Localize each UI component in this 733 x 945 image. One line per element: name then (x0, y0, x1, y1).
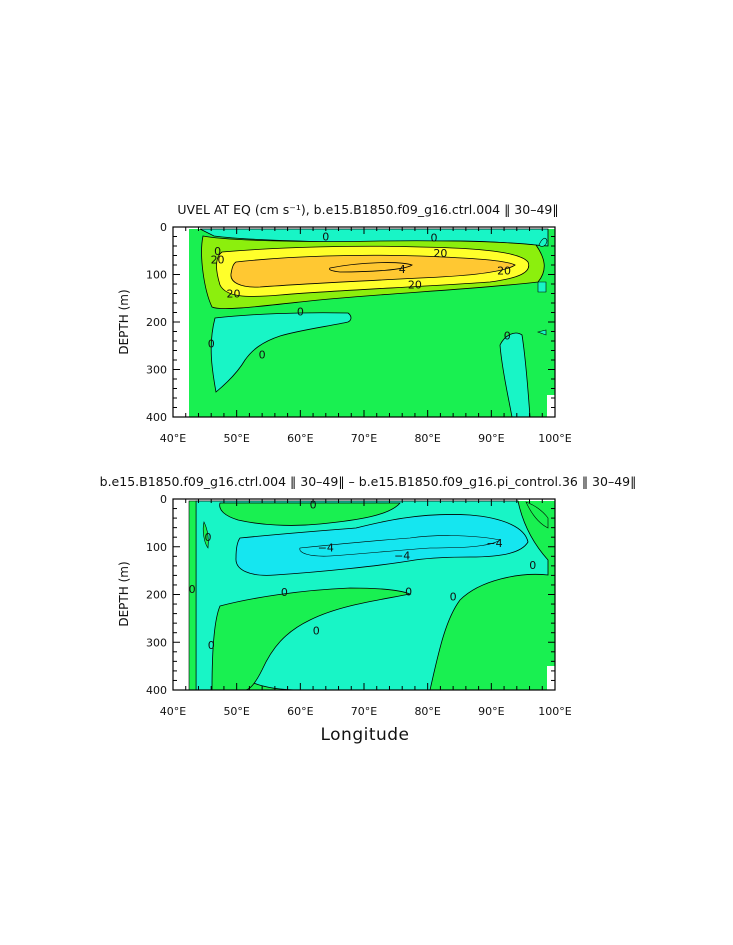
x-tick-label: 70°E (351, 432, 377, 445)
x-tick-label: 100°E (538, 705, 571, 718)
panel-2-axis-ticks (172, 498, 556, 691)
y-tick-label: 300 (146, 636, 167, 649)
panel-1-contour-core (329, 262, 413, 273)
contour-label: 20 (497, 265, 511, 278)
panel-2-contour-minus4-inner (299, 535, 501, 557)
panel-1-subsurface-negative (210, 312, 352, 393)
panel-1-east-blob (538, 237, 548, 247)
contour-label: 0 (208, 639, 215, 652)
y-tick-label: 0 (160, 493, 167, 506)
panel-1-east-negative (499, 332, 531, 418)
contour-label: −4 (318, 542, 334, 555)
panel-1-axis-ticks (172, 226, 556, 418)
panel-1-east-marker (536, 329, 547, 336)
panel-1-missing-cell (547, 395, 555, 417)
panel-1-title: UVEL AT EQ (cm s⁻¹), b.e15.B1850.f09_g16… (177, 202, 558, 217)
y-tick-label: 200 (146, 589, 167, 602)
x-tick-label: 60°E (287, 705, 313, 718)
panel-2-positive-west (202, 521, 209, 549)
y-tick-label: 100 (146, 541, 167, 554)
contour-label: 0 (205, 531, 212, 544)
panel-1-east-patch (537, 281, 547, 293)
contour-label: 0 (281, 586, 288, 599)
y-tick-label: 0 (160, 221, 167, 234)
contour-label: 0 (208, 337, 215, 350)
contour-label: 0 (313, 624, 320, 637)
panel-2-positive-lower (211, 587, 412, 691)
panel-2-y-ticklabels: 0 100 200 300 400 (146, 493, 167, 697)
x-tick-label: 90°E (478, 705, 504, 718)
panel-1-y-ticklabels: 0 100 200 300 400 (146, 221, 167, 424)
contour-label: 20 (433, 247, 447, 260)
panel-2-missing-cell (547, 666, 555, 690)
x-tick-label: 70°E (351, 705, 377, 718)
y-tick-label: 300 (146, 364, 167, 377)
x-tick-label: 60°E (287, 432, 313, 445)
contour-label: 4 (399, 263, 406, 276)
panel-2-positive-upper (219, 502, 401, 526)
panel-2-ylabel: DEPTH (m) (117, 561, 131, 626)
panel-1: UVEL AT EQ (cm s⁻¹), b.e15.B1850.f09_g16… (117, 202, 572, 445)
contour-label: 20 (211, 253, 225, 266)
contour-label: 0 (189, 583, 196, 596)
contour-label: 0 (297, 306, 304, 319)
y-tick-label: 200 (146, 316, 167, 329)
x-tick-label: 80°E (414, 705, 440, 718)
x-tick-label: 50°E (223, 432, 249, 445)
panel-2: b.e15.B1850.f09_g16.ctrl.004 ‖ 30–49‖ – … (100, 474, 637, 718)
contour-label: 0 (310, 499, 317, 512)
x-axis-label: Longitude (320, 725, 409, 745)
panel-2-x-ticklabels: 40°E 50°E 60°E 70°E 80°E 90°E 100°E (160, 705, 572, 718)
contour-label: 0 (529, 559, 536, 572)
panel-1-ylabel: DEPTH (m) (117, 289, 131, 354)
panel-2-plot-area: 0 0 −4 −4 −4 0 0 0 0 0 0 0 (173, 499, 555, 691)
y-tick-label: 400 (146, 684, 167, 697)
contour-label: 0 (322, 231, 329, 244)
contour-label: −4 (394, 549, 410, 562)
x-tick-label: 50°E (223, 705, 249, 718)
y-tick-label: 400 (146, 411, 167, 424)
x-tick-label: 40°E (160, 432, 186, 445)
contour-label: 0 (214, 245, 221, 258)
contour-label: 20 (408, 278, 422, 291)
panel-2-title: b.e15.B1850.f09_g16.ctrl.004 ‖ 30–49‖ – … (100, 474, 637, 489)
panel-2-contour-minus4 (235, 514, 529, 576)
x-tick-label: 80°E (414, 432, 440, 445)
contour-label: −4 (486, 537, 502, 550)
x-tick-label: 100°E (538, 432, 571, 445)
x-tick-label: 40°E (160, 705, 186, 718)
panel-2-positive-east (525, 501, 549, 529)
x-tick-label: 90°E (478, 432, 504, 445)
contour-label: 0 (431, 231, 438, 244)
contour-label: 0 (450, 590, 457, 603)
contour-label: 0 (259, 348, 266, 361)
contour-label: 0 (504, 329, 511, 342)
panel-2-contour-labels: 0 0 −4 −4 −4 0 0 0 0 0 0 0 (189, 499, 537, 652)
panel-1-x-ticklabels: 40°E 50°E 60°E 70°E 80°E 90°E 100°E (160, 432, 572, 445)
contour-label: 20 (226, 288, 240, 301)
y-tick-label: 100 (146, 269, 167, 282)
contour-label: 0 (405, 586, 412, 599)
